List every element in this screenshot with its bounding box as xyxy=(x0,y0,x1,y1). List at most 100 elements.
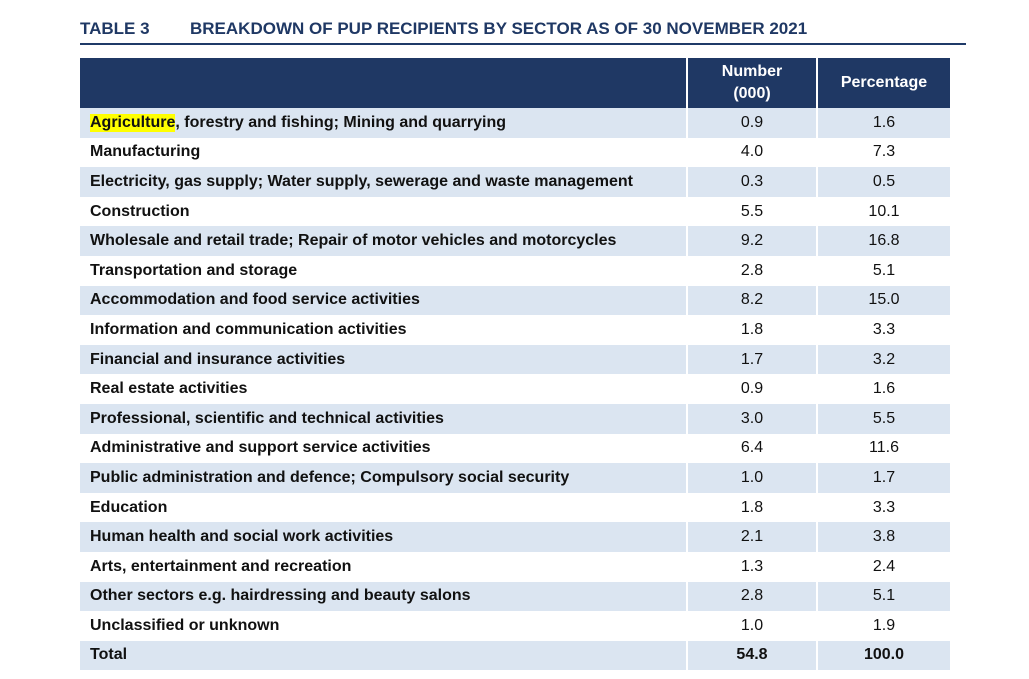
sector-cell: Public administration and defence; Compu… xyxy=(80,463,688,493)
number-cell: 4.0 xyxy=(688,137,818,168)
number-cell: 5.5 xyxy=(688,196,818,227)
sector-label: Wholesale and retail trade; Repair of mo… xyxy=(90,232,617,250)
total-number: 54.8 xyxy=(688,640,818,671)
table-row: Wholesale and retail trade; Repair of mo… xyxy=(80,226,950,256)
total-percentage: 100.0 xyxy=(863,646,905,664)
sector-label: Other sectors e.g. hairdressing and beau… xyxy=(90,587,471,605)
sector-label: Real estate activities xyxy=(90,380,248,398)
sector-cell: Financial and insurance activities xyxy=(80,344,688,375)
number-cell: 2.1 xyxy=(688,522,818,552)
percentage-cell: 11.6 xyxy=(869,439,899,457)
sector-label: Manufacturing xyxy=(90,143,201,161)
table-row: Information and communication activities… xyxy=(80,315,950,345)
sector-label: Construction xyxy=(90,202,190,220)
sector-label: Arts, entertainment and recreation xyxy=(90,557,352,575)
table-body: Agriculture, forestry and fishing; Minin… xyxy=(80,108,950,641)
header-number: Number (000) xyxy=(688,58,818,108)
sector-label: Accommodation and food service activitie… xyxy=(90,291,420,309)
number-cell: 0.9 xyxy=(688,108,818,138)
percentage-cell: 10.1 xyxy=(868,202,900,220)
sector-cell: Real estate activities xyxy=(80,374,688,404)
header-percentage: Percentage xyxy=(840,74,928,91)
highlighted-text: Agriculture xyxy=(90,113,176,132)
sector-label: Information and communication activities xyxy=(90,320,407,338)
total-row: Total 54.8 100.0 xyxy=(80,640,950,671)
sector-label: Professional, scientific and technical a… xyxy=(90,409,444,427)
sector-cell: Accommodation and food service activitie… xyxy=(80,285,688,316)
table-row: Education 1.8 3.3 xyxy=(80,492,950,523)
percentage-cell: 5.1 xyxy=(872,261,896,279)
sector-cell: Wholesale and retail trade; Repair of mo… xyxy=(80,226,688,256)
percentage-cell: 0.5 xyxy=(872,172,896,190)
table-header: Number (000) Percentage xyxy=(80,58,950,108)
sector-label: Unclassified or unknown xyxy=(90,616,280,634)
sector-cell: Transportation and storage xyxy=(80,255,688,286)
table-row: Unclassified or unknown 1.0 1.9 xyxy=(80,611,950,641)
table-number: TABLE 3 xyxy=(80,19,150,38)
table-row: Other sectors e.g. hairdressing and beau… xyxy=(80,581,950,612)
number-cell: 1.0 xyxy=(688,611,818,641)
percentage-cell: 1.9 xyxy=(872,616,896,634)
sector-cell: Agriculture, forestry and fishing; Minin… xyxy=(80,108,688,138)
sector-table: Number (000) Percentage Agriculture, for… xyxy=(80,58,950,671)
number-cell: 0.9 xyxy=(688,374,818,404)
table-row: Financial and insurance activities 1.7 3.2 xyxy=(80,344,950,375)
number-cell: 8.2 xyxy=(688,285,818,316)
sector-cell: Arts, entertainment and recreation xyxy=(80,551,688,582)
sector-label: Education xyxy=(90,498,168,516)
header-sector xyxy=(80,58,688,108)
percentage-cell: 3.3 xyxy=(872,498,896,516)
number-cell: 3.0 xyxy=(688,403,818,434)
sector-cell: Professional, scientific and technical a… xyxy=(80,403,688,434)
number-cell: 0.3 xyxy=(688,167,818,197)
percentage-cell: 1.7 xyxy=(872,468,896,486)
sector-label: Financial and insurance activities xyxy=(90,350,346,368)
table-row: Public administration and defence; Compu… xyxy=(80,463,950,493)
percentage-cell: 3.3 xyxy=(872,320,896,338)
sector-label: , forestry and fishing; Mining and quarr… xyxy=(175,113,507,131)
percentage-cell: 1.6 xyxy=(872,113,896,131)
number-cell: 1.8 xyxy=(688,315,818,345)
sector-label: Electricity, gas supply; Water supply, s… xyxy=(90,172,633,190)
percentage-cell: 5.1 xyxy=(872,587,896,605)
percentage-cell: 3.8 xyxy=(872,528,896,546)
percentage-cell: 15.0 xyxy=(868,291,900,309)
percentage-cell: 1.6 xyxy=(872,380,896,398)
table-row: Manufacturing 4.0 7.3 xyxy=(80,137,950,168)
table-row: Real estate activities 0.9 1.6 xyxy=(80,374,950,404)
table-row: Agriculture, forestry and fishing; Minin… xyxy=(80,108,950,138)
sector-label: Administrative and support service activ… xyxy=(90,439,431,457)
number-cell: 9.2 xyxy=(688,226,818,256)
sector-cell: Administrative and support service activ… xyxy=(80,433,688,464)
percentage-cell: 3.2 xyxy=(872,350,896,368)
sector-cell: Information and communication activities xyxy=(80,315,688,345)
number-cell: 1.0 xyxy=(688,463,818,493)
table-row: Construction 5.5 10.1 xyxy=(80,196,950,227)
sector-cell: Construction xyxy=(80,196,688,227)
number-cell: 6.4 xyxy=(688,433,818,464)
percentage-cell: 7.3 xyxy=(872,143,896,161)
table-row: Arts, entertainment and recreation 1.3 2.4 xyxy=(80,551,950,582)
number-cell: 2.8 xyxy=(688,581,818,612)
sector-cell: Electricity, gas supply; Water supply, s… xyxy=(80,167,688,197)
sector-cell: Unclassified or unknown xyxy=(80,611,688,641)
table-row: Accommodation and food service activitie… xyxy=(80,285,950,316)
sector-label: Transportation and storage xyxy=(90,261,298,279)
sector-cell: Education xyxy=(80,492,688,523)
sector-label: Public administration and defence; Compu… xyxy=(90,468,570,486)
total-label: Total xyxy=(80,640,688,671)
table-row: Electricity, gas supply; Water supply, s… xyxy=(80,167,950,197)
sector-label: Human health and social work activities xyxy=(90,528,394,546)
sector-cell: Manufacturing xyxy=(80,137,688,168)
table-row: Professional, scientific and technical a… xyxy=(80,403,950,434)
table-row: Human health and social work activities 2… xyxy=(80,522,950,552)
table-caption: TABLE 3 BREAKDOWN OF PUP RECIPIENTS BY S… xyxy=(80,17,966,45)
number-cell: 1.3 xyxy=(688,551,818,582)
table-row: Administrative and support service activ… xyxy=(80,433,950,464)
number-cell: 1.8 xyxy=(688,492,818,523)
percentage-cell: 2.4 xyxy=(872,557,896,575)
table-title: BREAKDOWN OF PUP RECIPIENTS BY SECTOR AS… xyxy=(190,19,808,38)
percentage-cell: 5.5 xyxy=(872,409,896,427)
number-cell: 2.8 xyxy=(688,255,818,286)
sector-cell: Other sectors e.g. hairdressing and beau… xyxy=(80,581,688,612)
